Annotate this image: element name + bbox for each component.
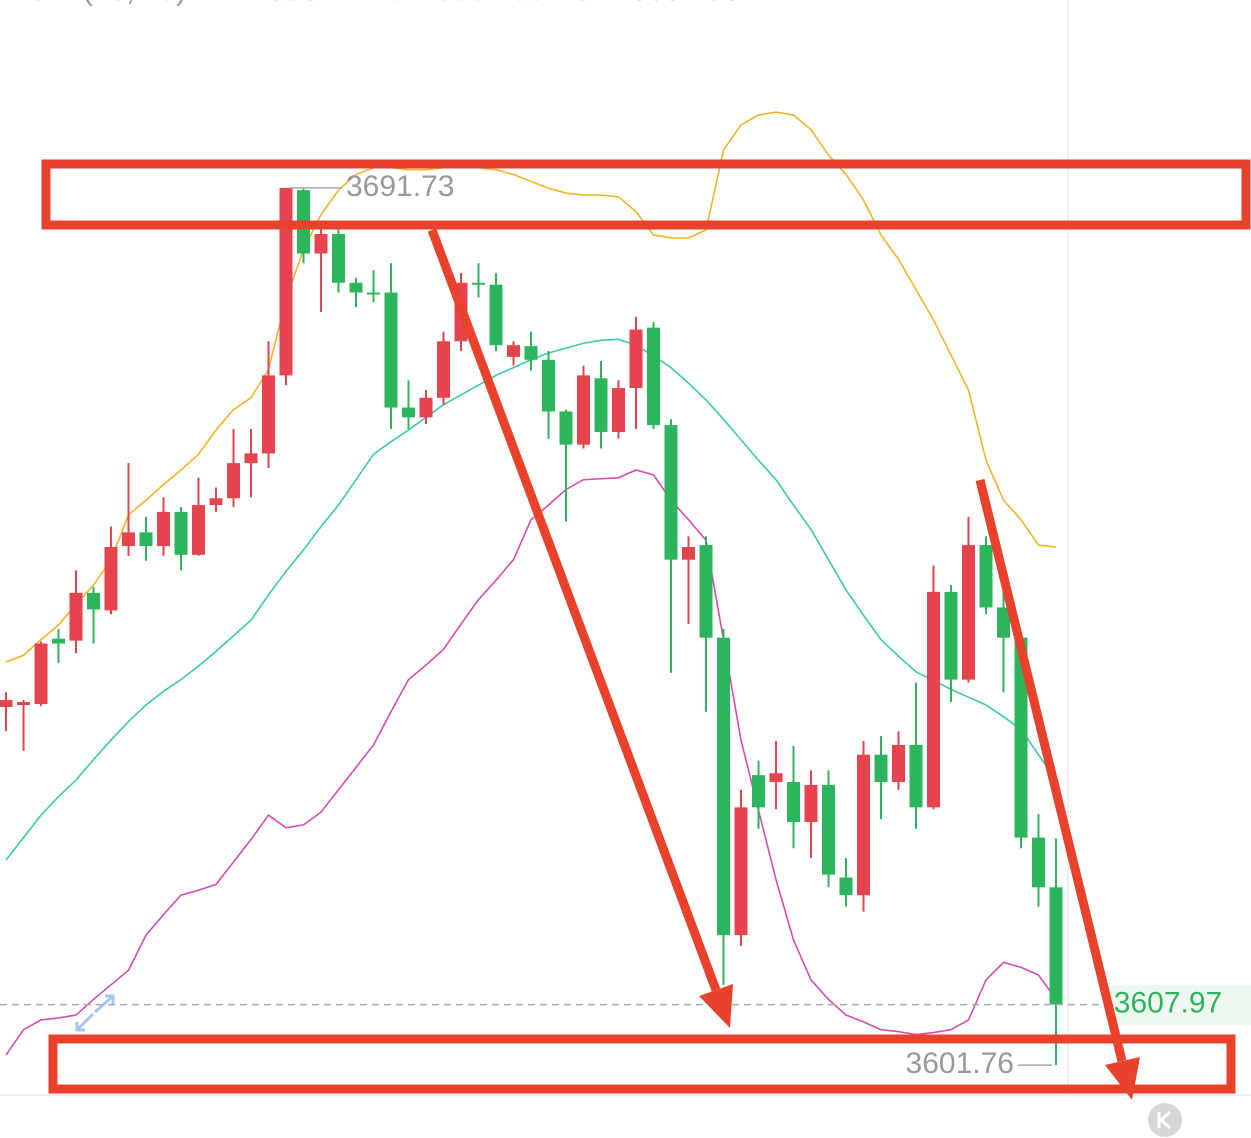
- candle-body: [524, 346, 538, 360]
- candle-body: [1032, 837, 1045, 888]
- candle-body: [69, 592, 83, 641]
- candle-body: [209, 498, 223, 506]
- candle-body: [699, 545, 713, 638]
- candle-body: [857, 754, 870, 896]
- candle-body: [34, 643, 48, 704]
- indicator-header: BOLL(20,2.0): MID:3631.22 UP:3654.86 LOW:36…: [6, 0, 739, 7]
- trend-arrow: [975, 478, 1127, 1063]
- candle-body: [104, 547, 118, 611]
- candle-body: [822, 784, 835, 875]
- candle-body: [542, 359, 555, 412]
- candles: [0, 187, 1063, 1066]
- arrow-head: [699, 984, 733, 1028]
- candle-body: [717, 637, 730, 936]
- candle-body: [139, 532, 153, 547]
- candle-body: [262, 375, 275, 454]
- trend-arrow: [427, 228, 721, 992]
- candle-body: [472, 282, 485, 285]
- candle-body: [629, 329, 643, 389]
- header-segment: MID:3631.22: [204, 0, 376, 7]
- candle-body: [734, 807, 748, 936]
- candle-body: [962, 545, 975, 680]
- candle-body: [192, 505, 205, 555]
- candle-body: [367, 292, 380, 295]
- expand-icon-path[interactable]: [75, 994, 115, 1032]
- candle-body: [507, 345, 520, 357]
- min-marker-label: 3601.76: [906, 1047, 1014, 1080]
- candle-body: [52, 638, 65, 644]
- candle-body: [402, 407, 415, 418]
- candle-body: [559, 411, 573, 445]
- candle-body: [17, 702, 30, 705]
- candle-body: [752, 775, 765, 808]
- last-price-bg: [1108, 984, 1251, 1025]
- candle-body: [1049, 887, 1063, 1005]
- candle-body: [279, 187, 293, 376]
- candle-body: [314, 234, 328, 254]
- candle-body: [419, 397, 433, 418]
- candle-body: [647, 327, 660, 426]
- candle-body: [909, 744, 923, 808]
- header-segment: UP:3654.86: [386, 0, 544, 7]
- expand-icon[interactable]: [75, 994, 115, 1032]
- candle-body: [979, 545, 993, 608]
- candle-body: [157, 511, 170, 547]
- candle-body: [122, 532, 135, 547]
- candle-body: [174, 511, 188, 555]
- candle-body: [944, 591, 958, 680]
- candle-body: [0, 700, 13, 707]
- k-button[interactable]: [1148, 1103, 1182, 1137]
- candle-body: [997, 607, 1010, 638]
- candle-body: [804, 784, 818, 822]
- last-price-label: 3607.97: [1114, 987, 1222, 1020]
- boll-line: [5, 111, 1057, 663]
- candle-body: [664, 425, 678, 560]
- header-segment: BOLL(20,2.0):: [6, 0, 194, 7]
- annotations: [41, 159, 1251, 1100]
- k-button-icon[interactable]: [1157, 1110, 1171, 1130]
- boll-line: [5, 469, 1057, 1056]
- candle-body: [87, 592, 100, 610]
- candle-body: [612, 388, 625, 432]
- candle-body: [769, 773, 783, 783]
- candle-body: [577, 375, 590, 445]
- candle-body: [682, 547, 695, 560]
- candle-body: [437, 341, 450, 398]
- candle-body: [349, 282, 363, 293]
- max-marker-label: 3691.73: [346, 170, 454, 203]
- axis-labels: 3691.73 3601.76 3607.97: [0, 170, 1251, 1080]
- candle-body: [594, 378, 608, 432]
- arrow-head: [1105, 1057, 1140, 1100]
- candle-body: [787, 782, 800, 822]
- candle-body: [332, 234, 345, 283]
- k-button-circle[interactable]: [1148, 1103, 1182, 1137]
- resistance-box: [41, 159, 1251, 230]
- candle-body: [244, 453, 258, 464]
- candle-body: [839, 877, 853, 896]
- candle-body: [927, 591, 940, 808]
- header-segment: LOW:3607.63: [555, 0, 740, 7]
- candle-body: [892, 744, 905, 783]
- candle-body: [227, 463, 240, 499]
- candle-body: [489, 284, 503, 346]
- support-box: [48, 1034, 1236, 1094]
- candle-body: [1014, 637, 1028, 838]
- candle-body: [384, 292, 398, 408]
- candle-body: [874, 754, 888, 783]
